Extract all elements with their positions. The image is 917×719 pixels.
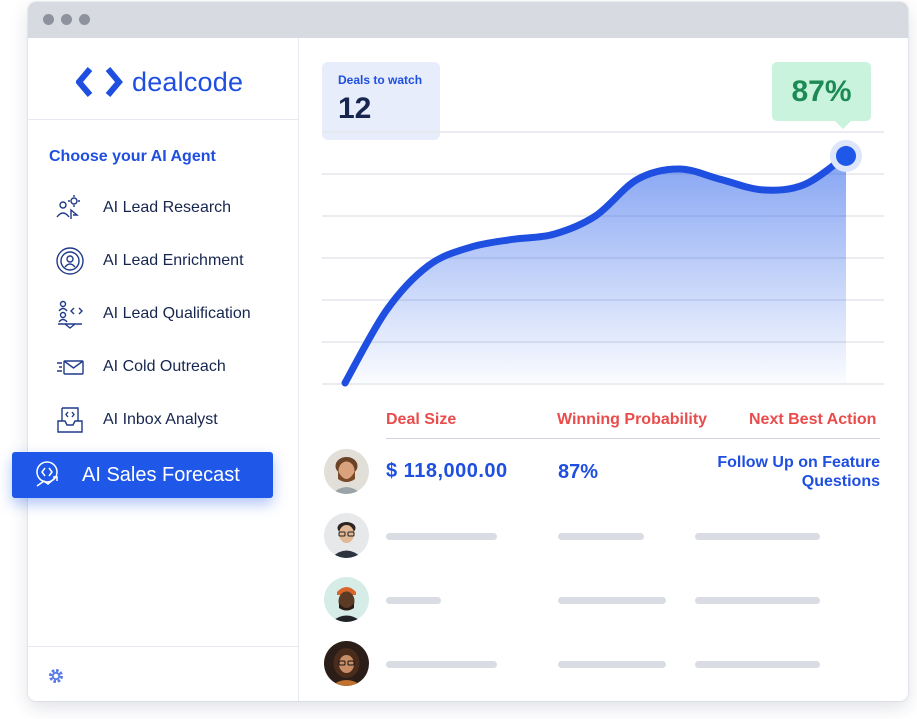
code-brackets-icon — [76, 67, 123, 97]
avatar[interactable] — [324, 577, 369, 622]
placeholder-bar — [695, 597, 820, 604]
lead-research-icon — [52, 191, 88, 225]
sidebar-item-cold-outreach[interactable]: AI Cold Outreach — [52, 350, 226, 384]
avatar[interactable] — [324, 449, 369, 494]
sidebar-item-label: AI Cold Outreach — [103, 358, 226, 375]
placeholder-bar — [558, 597, 666, 604]
placeholder-bar — [386, 533, 497, 540]
window-titlebar — [28, 2, 908, 38]
lead-enrichment-icon — [52, 244, 88, 278]
window-dot-minimize[interactable] — [61, 14, 72, 25]
gear-icon[interactable] — [46, 666, 66, 686]
deals-to-watch-card: Deals to watch 12 — [322, 62, 440, 140]
column-header-deal-size: Deal Size — [386, 411, 457, 428]
sidebar-item-inbox-analyst[interactable]: AI Inbox Analyst — [52, 403, 218, 437]
placeholder-bar — [558, 533, 644, 540]
table-header-rule — [386, 438, 880, 439]
sidebar-item-label: AI Lead Enrichment — [103, 252, 244, 269]
window-dot-maximize[interactable] — [79, 14, 90, 25]
sidebar: dealcode Choose your AI Agent AI Lead Re… — [28, 38, 299, 701]
sidebar-item-lead-research[interactable]: AI Lead Research — [52, 191, 231, 225]
agent-heading: Choose your AI Agent — [49, 148, 216, 165]
next-best-action-link[interactable]: Follow Up on Feature Questions — [717, 454, 880, 490]
inbox-analyst-icon — [52, 403, 88, 437]
brand-name: dealcode — [132, 66, 244, 97]
sidebar-item-lead-qualification[interactable]: AI Lead Qualification — [52, 297, 251, 331]
placeholder-bar — [386, 661, 497, 668]
sidebar-item-label: AI Lead Research — [103, 199, 232, 216]
probability-badge: 87% — [772, 62, 871, 129]
deals-label: Deals to watch — [338, 73, 423, 87]
column-header-winning-probability: Winning Probability — [557, 411, 708, 428]
avatar[interactable] — [324, 513, 369, 558]
placeholder-bar — [695, 661, 820, 668]
placeholder-bar — [558, 661, 666, 668]
sidebar-item-label: AI Inbox Analyst — [103, 411, 218, 428]
deal-size-value: $ 118,000.00 — [386, 460, 508, 482]
placeholder-bar — [386, 597, 441, 604]
divider — [28, 119, 298, 120]
placeholder-bar — [695, 533, 820, 540]
winning-probability-value: 87% — [558, 461, 599, 483]
lead-qualification-icon — [52, 297, 88, 331]
avatar[interactable] — [324, 641, 369, 686]
sidebar-item-label: AI Sales Forecast — [82, 463, 240, 486]
sidebar-item-label: AI Lead Qualification — [103, 305, 251, 322]
sidebar-item-sales-forecast[interactable]: AI Sales Forecast — [12, 452, 273, 498]
deals-value: 12 — [338, 92, 372, 125]
column-header-next-best-action: Next Best Action — [749, 411, 877, 428]
divider — [28, 646, 298, 647]
sidebar-item-lead-enrichment[interactable]: AI Lead Enrichment — [52, 244, 244, 278]
dealcode-logo[interactable]: dealcode — [76, 62, 243, 102]
sales-forecast-icon — [34, 460, 66, 490]
window-dot-close[interactable] — [43, 14, 54, 25]
cold-outreach-icon — [52, 350, 88, 384]
